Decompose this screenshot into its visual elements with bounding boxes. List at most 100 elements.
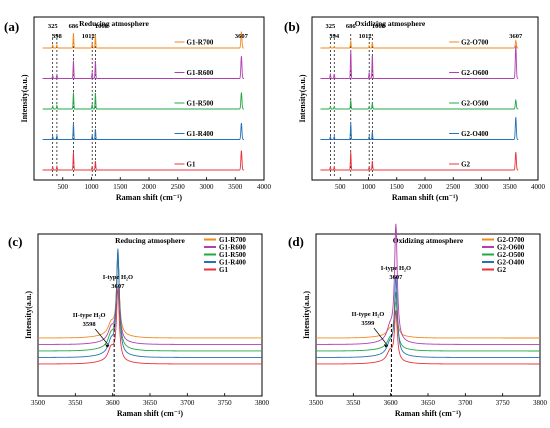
x-tick-label: 3650 <box>421 399 436 407</box>
peak-annotation: 3599 <box>361 320 375 327</box>
chart-title: Reducing atmosphere <box>79 19 149 28</box>
x-axis-label: Raman shift (cm⁻¹) <box>117 409 184 418</box>
series-line <box>38 248 262 358</box>
series-line <box>316 291 540 352</box>
series-line <box>320 39 519 49</box>
y-axis-label: Intensity(a.u.) <box>20 74 29 122</box>
x-axis-label: Raman shift (cm⁻¹) <box>116 193 183 202</box>
x-tick-label: 3500 <box>228 183 243 191</box>
x-tick-label: 3750 <box>496 399 511 407</box>
x-tick-label: 500 <box>58 183 69 191</box>
series-label: G2-O700 <box>461 39 489 47</box>
series-line <box>316 310 540 365</box>
peak-value-label: 686 <box>346 23 357 30</box>
peak-annotation: 3607 <box>389 274 403 281</box>
peak-annotation: I-type H₂O <box>103 274 133 281</box>
chart-panel-a: 500 1000 1500 2000 2500 3000 3500 4000 Raman shi… <box>4 16 272 202</box>
x-tick-label: 2000 <box>418 183 433 191</box>
chart-panel-c: 3500 3550 3600 3650 3700 3750 3800 Raman shift … <box>8 233 270 418</box>
peak-annotation: II-type H₂O <box>352 311 385 318</box>
x-axis-label: Raman shift (cm⁻¹) <box>395 409 462 418</box>
peak-value-label: 3607 <box>235 33 249 40</box>
peak-value-label: 1012 <box>82 33 95 40</box>
series-line <box>38 255 262 339</box>
x-tick-label: 3550 <box>68 399 83 407</box>
panel-label: (d) <box>288 234 304 249</box>
annotation-arrow <box>94 328 110 347</box>
series-line <box>38 287 262 365</box>
x-tick-label: 3700 <box>458 399 473 407</box>
x-tick-label: 2500 <box>446 183 461 191</box>
x-tick-label: 4000 <box>257 183 272 191</box>
peak-value-label: 394 <box>329 33 340 40</box>
peak-annotation: 3607 <box>111 283 125 290</box>
legend-label: G1-R400 <box>219 259 246 267</box>
panel-label: (b) <box>284 19 300 34</box>
x-tick-label: 3550 <box>346 399 361 407</box>
peak-annotation: 3598 <box>83 321 97 328</box>
x-tick-label: 3500 <box>31 399 46 407</box>
series-label: G2-O500 <box>461 100 489 108</box>
x-tick-label: 500 <box>335 183 346 191</box>
series-label: G1-R700 <box>187 39 214 47</box>
x-tick-label: 3750 <box>218 399 233 407</box>
panel-label: (a) <box>4 19 19 34</box>
series-label: G1-R600 <box>187 69 214 77</box>
x-tick-label: 3650 <box>143 399 158 407</box>
chart-title: Oxidizing atmosphere <box>393 236 464 245</box>
annotation-arrowhead <box>105 344 110 348</box>
x-tick-label: 1500 <box>113 183 128 191</box>
x-tick-label: 2500 <box>171 183 186 191</box>
peak-value-label: 1068 <box>95 23 109 30</box>
series-line <box>316 223 540 345</box>
x-tick-label: 3600 <box>106 399 121 407</box>
series-label: G1-R500 <box>187 100 214 108</box>
x-tick-label: 3000 <box>200 183 215 191</box>
peak-annotation: I-type H₂O <box>381 265 411 272</box>
series-label: G2-O400 <box>461 130 489 138</box>
peak-value-label: 1068 <box>372 23 386 30</box>
chart-title: Oxidizing atmosphere <box>355 19 426 28</box>
x-tick-label: 3500 <box>503 183 518 191</box>
x-tick-label: 1500 <box>390 183 405 191</box>
x-tick-label: 2000 <box>142 183 157 191</box>
series-line <box>320 151 519 171</box>
peak-value-label: 325 <box>325 23 336 30</box>
x-tick-label: 3500 <box>309 399 324 407</box>
x-tick-label: 3000 <box>475 183 490 191</box>
legend-label: G2-O700 <box>497 236 525 244</box>
peak-value-label: 398 <box>52 33 63 40</box>
y-axis-label: Intensity(a.u.) <box>24 291 33 339</box>
x-tick-label: 3800 <box>255 399 270 407</box>
series-line <box>42 92 244 110</box>
chart-panel-b: 500 1000 1500 2000 2500 3000 3500 4000 Raman shi… <box>284 16 546 202</box>
peak-value-label: 3607 <box>509 33 523 40</box>
x-tick-label: 1000 <box>362 183 377 191</box>
series-label: G2-O600 <box>461 69 489 77</box>
peak-value-label: 1012 <box>359 33 372 40</box>
legend-label: G1 <box>219 266 228 274</box>
series-line <box>42 31 244 49</box>
series-line <box>38 255 262 345</box>
series-line <box>42 150 244 171</box>
peak-value-label: 325 <box>48 23 59 30</box>
legend-label: G1-R700 <box>219 236 246 244</box>
legend-label: G1-R500 <box>219 251 246 259</box>
series-label: G1-R400 <box>187 130 214 138</box>
y-axis-label: Intensity(a.u.) <box>302 291 311 339</box>
plot-frame <box>33 16 265 181</box>
chart-title: Reducing atmosphere <box>115 236 185 245</box>
y-axis-label: Intensity(a.u.) <box>298 74 307 122</box>
legend-label: G1-R600 <box>219 244 246 252</box>
legend-label: G2-O600 <box>497 244 525 252</box>
series-line <box>42 122 244 140</box>
peak-value-label: 686 <box>69 23 80 30</box>
series-line <box>320 98 519 110</box>
x-tick-label: 3800 <box>533 399 548 407</box>
series-line <box>320 117 519 140</box>
plot-frame <box>311 16 539 181</box>
x-tick-label: 3700 <box>180 399 195 407</box>
legend-label: G2 <box>497 266 506 274</box>
series-label: G2 <box>461 161 470 169</box>
x-tick-label: 4000 <box>531 183 546 191</box>
